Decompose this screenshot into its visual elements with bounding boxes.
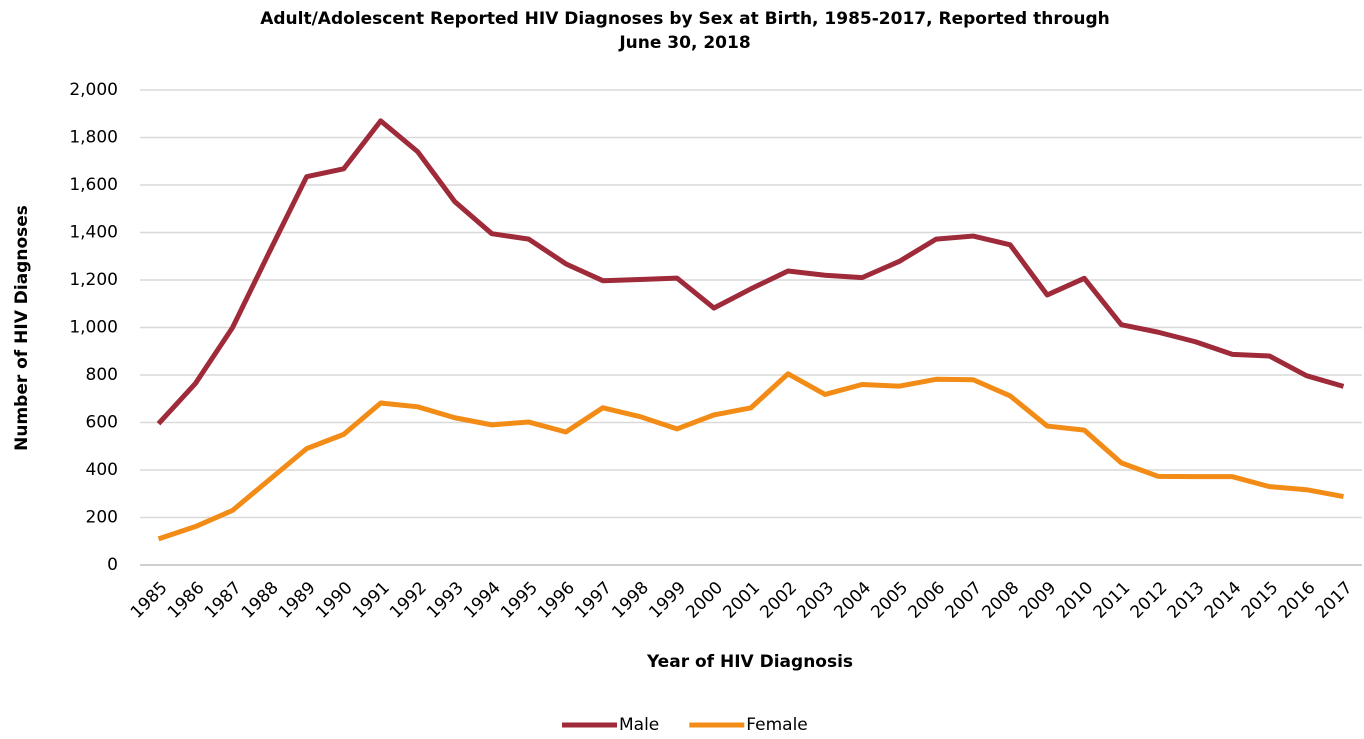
x-tick-label: 2010 (1053, 578, 1098, 623)
x-tick-label: 1994 (460, 578, 505, 623)
x-tick-label: 2017 (1312, 578, 1357, 623)
x-tick-label: 2005 (867, 578, 912, 623)
x-tick-label: 1998 (608, 578, 653, 623)
legend-label: Male (619, 715, 659, 735)
y-tick-label: 800 (86, 365, 118, 385)
x-tick-label: 2001 (719, 578, 764, 623)
y-tick-label: 200 (86, 508, 118, 528)
x-tick-label: 2000 (682, 578, 727, 623)
x-tick-label: 2015 (1238, 578, 1283, 623)
x-tick-label: 2004 (830, 578, 875, 623)
x-tick-label: 1986 (164, 578, 209, 623)
x-tick-label: 1985 (127, 578, 172, 623)
x-tick-label: 2003 (793, 578, 838, 623)
chart-title: Adult/Adolescent Reported HIV Diagnoses … (260, 9, 1110, 29)
x-tick-label: 1990 (312, 578, 357, 623)
x-tick-label: 2002 (756, 578, 801, 623)
x-tick-label: 1996 (534, 578, 579, 623)
chart-title: June 30, 2018 (618, 33, 750, 53)
legend-label: Female (746, 715, 807, 735)
line-series (157, 371, 1344, 542)
x-tick-label: 2014 (1201, 578, 1246, 623)
x-tick-label: 1987 (201, 578, 246, 623)
x-axis-label: Year of HIV Diagnosis (646, 652, 853, 672)
x-tick-label: 1991 (349, 578, 394, 623)
x-tick-label: 2016 (1275, 578, 1320, 623)
x-tick-label: 2007 (942, 578, 987, 623)
y-tick-label: 1,400 (69, 223, 118, 243)
x-tick-label: 1993 (423, 578, 468, 623)
y-tick-label: 2,000 (69, 80, 118, 100)
y-tick-label: 400 (86, 460, 118, 480)
x-tick-label: 2008 (979, 578, 1024, 623)
y-tick-label: 1,600 (69, 175, 118, 195)
x-tick-label: 2013 (1164, 578, 1209, 623)
x-tick-label: 1999 (645, 578, 690, 623)
y-tick-label: 600 (86, 413, 118, 433)
x-tick-label: 2012 (1127, 578, 1172, 623)
y-tick-label: 1,800 (69, 128, 118, 148)
x-tick-label: 2009 (1016, 578, 1061, 623)
x-tick-label: 1989 (275, 578, 320, 623)
line-series (156, 118, 1345, 426)
x-tick-label: 1995 (497, 578, 542, 623)
x-tick-label: 1988 (238, 578, 283, 623)
y-tick-label: 0 (107, 555, 118, 575)
x-tick-label: 2011 (1090, 578, 1135, 623)
x-tick-label: 2006 (904, 578, 949, 623)
y-axis-label: Number of HIV Diagnoses (12, 205, 32, 451)
y-tick-label: 1,200 (69, 270, 118, 290)
y-tick-label: 1,000 (69, 318, 118, 338)
x-tick-label: 1992 (386, 578, 431, 623)
x-tick-label: 1997 (571, 578, 616, 623)
